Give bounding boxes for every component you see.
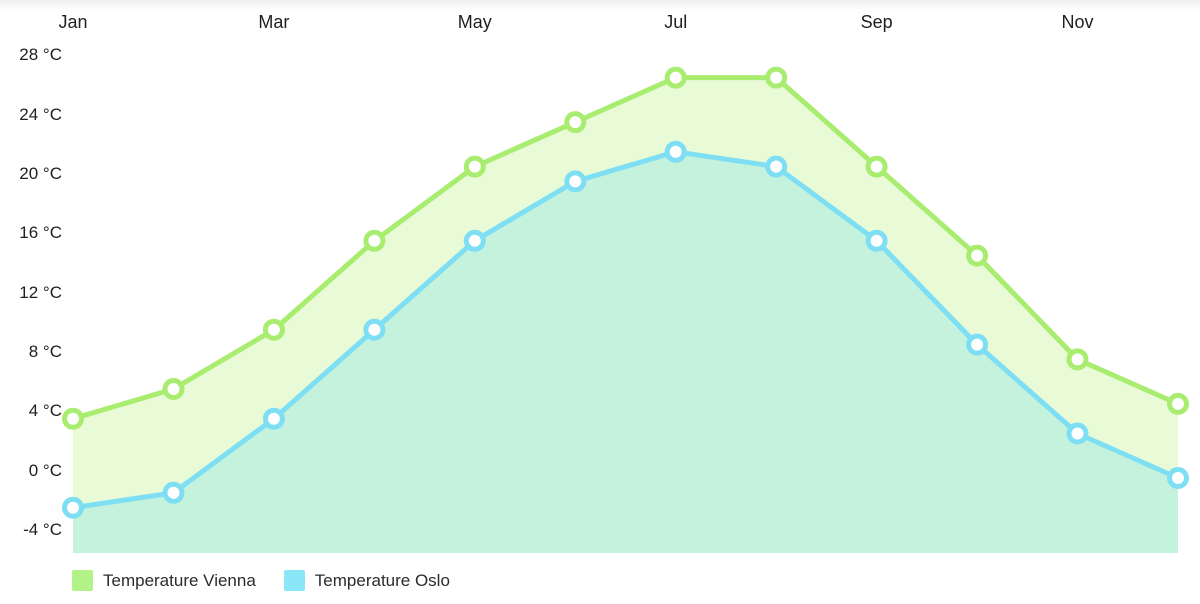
y-axis-tick-0: 0 °C: [28, 460, 62, 480]
y-axis-tick--4: -4 °C: [23, 519, 62, 539]
y-axis-tick-16: 16 °C: [19, 223, 62, 243]
y-axis-tick-20: 20 °C: [19, 164, 62, 183]
y-axis-tick-4: 4 °C: [28, 401, 62, 421]
x-axis-label-sep: Sep: [860, 12, 893, 32]
y-axis-tick-8: 8 °C: [28, 342, 62, 361]
marker-temperature-vienna-feb[interactable]: [162, 378, 185, 400]
marker-temperature-vienna-oct[interactable]: [966, 244, 989, 267]
y-axis-tick-12: 12 °C: [19, 282, 62, 302]
y-axis-tick-24: 24 °C: [19, 104, 62, 124]
marker-temperature-vienna-sep[interactable]: [865, 155, 888, 178]
marker-temperature-oslo-may[interactable]: [463, 229, 486, 252]
legend-item-temperature-oslo[interactable]: Temperature Oslo: [283, 570, 450, 591]
legend-label: Temperature Oslo: [314, 571, 450, 590]
marker-temperature-oslo-dec[interactable]: [1167, 467, 1189, 489]
marker-temperature-oslo-nov[interactable]: [1066, 422, 1089, 445]
marker-temperature-oslo-oct[interactable]: [966, 333, 989, 356]
marker-temperature-oslo-apr[interactable]: [363, 318, 386, 341]
x-axis-label-mar: Mar: [258, 12, 290, 32]
x-axis-label-may: May: [457, 12, 492, 32]
line-temperature-oslo: [70, 149, 1181, 511]
marker-temperature-vienna-may[interactable]: [463, 155, 486, 178]
x-axis-label-nov: Nov: [1061, 12, 1094, 32]
x-axis-label-jul: Jul: [664, 12, 688, 32]
marker-temperature-oslo-jun[interactable]: [564, 170, 587, 193]
marker-temperature-oslo-aug[interactable]: [765, 155, 788, 178]
marker-temperature-vienna-dec[interactable]: [1167, 392, 1189, 415]
x-axis-label-jan: Jan: [58, 12, 88, 32]
legend-label: Temperature Vienna: [103, 571, 256, 590]
legend-swatch-temperature-oslo: [283, 570, 305, 591]
area-temperature-oslo: [73, 151, 1178, 554]
marker-temperature-vienna-mar[interactable]: [262, 318, 285, 341]
marker-temperature-vienna-jun[interactable]: [564, 111, 587, 134]
marker-temperature-oslo-jul[interactable]: [664, 140, 687, 163]
marker-temperature-oslo-mar[interactable]: [262, 407, 285, 430]
y-axis-tick-28: 28 °C: [19, 45, 62, 65]
marker-temperature-vienna-jul[interactable]: [664, 66, 687, 89]
legend: Temperature Vienna Temperature Oslo: [72, 570, 450, 591]
marker-temperature-oslo-jan[interactable]: [62, 496, 84, 519]
line-temperature-vienna: [70, 75, 1181, 422]
marker-temperature-vienna-aug[interactable]: [765, 66, 788, 89]
marker-temperature-vienna-apr[interactable]: [363, 229, 386, 252]
legend-swatch-temperature-vienna: [72, 570, 93, 591]
marker-temperature-vienna-nov[interactable]: [1066, 348, 1089, 371]
marker-temperature-vienna-jan[interactable]: [62, 407, 84, 430]
marker-temperature-oslo-feb[interactable]: [162, 481, 185, 504]
marker-temperature-oslo-sep[interactable]: [865, 229, 888, 252]
legend-item-temperature-vienna[interactable]: Temperature Vienna: [72, 570, 256, 591]
